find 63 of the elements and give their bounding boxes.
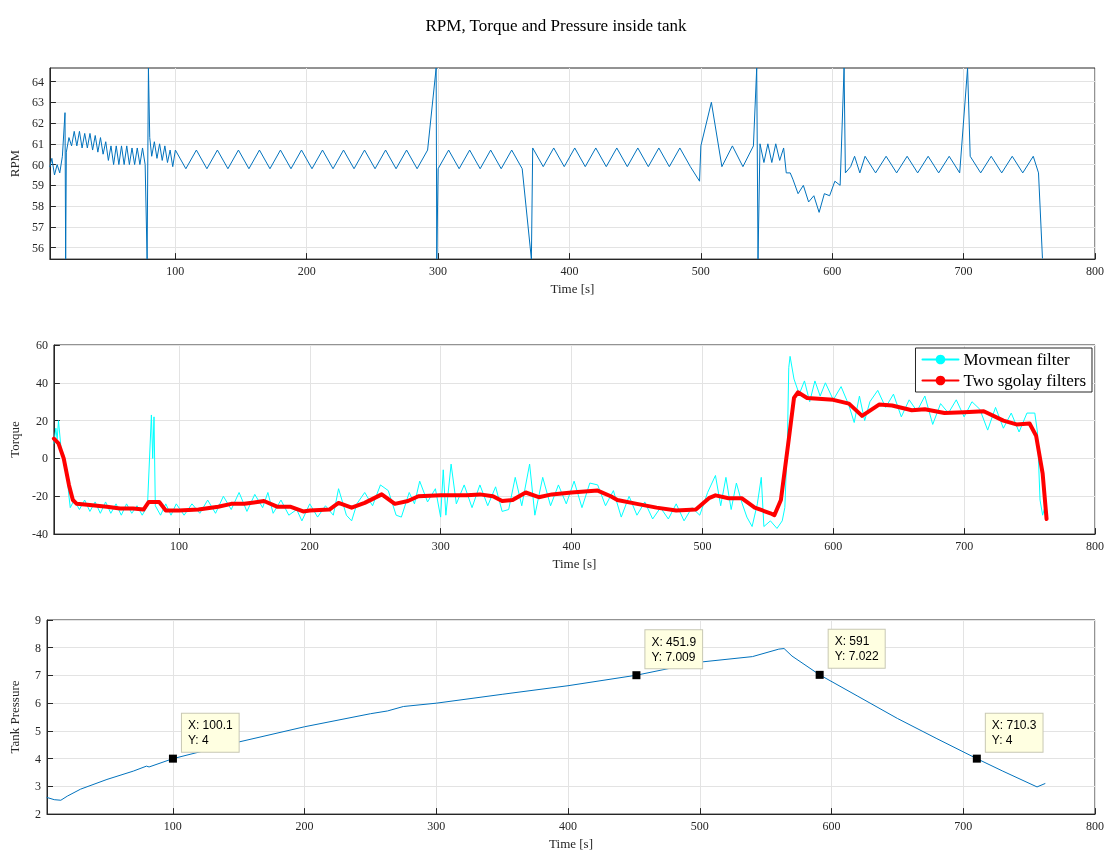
x-tick-label: 200 bbox=[297, 264, 316, 279]
x-tick-label: 800 bbox=[1086, 539, 1104, 554]
x-tick-label: 400 bbox=[559, 819, 578, 834]
x-tick-label: 800 bbox=[1086, 819, 1104, 834]
x-tick-label: 600 bbox=[823, 264, 842, 279]
y-axis-title: RPM bbox=[7, 149, 22, 178]
y-axis-title: Torque bbox=[7, 421, 22, 458]
x-tick-label: 700 bbox=[954, 819, 973, 834]
y-tick-label: 62 bbox=[31, 116, 44, 131]
y-tick-label: -20 bbox=[31, 489, 48, 504]
x-tick-label: 400 bbox=[562, 539, 581, 554]
y-tick-label: 57 bbox=[31, 219, 44, 234]
x-axis-title: Time [s] bbox=[549, 836, 593, 851]
y-tick-label: 4 bbox=[35, 751, 41, 766]
y-tick-label: 60 bbox=[31, 157, 44, 172]
y-tick-label: 59 bbox=[31, 178, 44, 193]
x-tick-label: 600 bbox=[824, 539, 843, 554]
y-tick-label: 7 bbox=[35, 668, 41, 683]
x-axis-title: Time [s] bbox=[552, 556, 597, 571]
x-axis-title: Time [s] bbox=[550, 281, 595, 296]
y-tick-label: 61 bbox=[31, 136, 44, 151]
x-tick-label: 100 bbox=[163, 819, 182, 834]
y-tick-label: 63 bbox=[31, 95, 44, 110]
y-tick-label: 20 bbox=[35, 413, 48, 428]
y-tick-label: 40 bbox=[35, 375, 48, 390]
x-tick-label: 200 bbox=[295, 819, 314, 834]
x-tick-label: 400 bbox=[560, 264, 579, 279]
x-tick-label: 700 bbox=[955, 539, 974, 554]
x-tick-label: 500 bbox=[691, 264, 710, 279]
x-tick-label: 200 bbox=[300, 539, 319, 554]
annotation: X: 710.3 Y: 4 bbox=[991, 718, 1037, 748]
x-tick-label: 500 bbox=[693, 539, 712, 554]
annotation: X: 100.1 Y: 4 bbox=[187, 718, 233, 748]
y-axis-title: Tank Pressure bbox=[7, 680, 22, 754]
y-tick-label: 3 bbox=[35, 779, 41, 794]
y-tick-label: 60 bbox=[35, 338, 48, 352]
x-tick-label: 600 bbox=[822, 819, 841, 834]
y-tick-label: 5 bbox=[35, 723, 41, 738]
x-tick-label: 100 bbox=[166, 264, 185, 279]
legend-label: Two sgolay filters bbox=[963, 371, 1086, 390]
legend-label: Movmean filter bbox=[963, 350, 1071, 369]
x-tick-label: 500 bbox=[690, 819, 709, 834]
x-tick-label: 800 bbox=[1086, 264, 1104, 279]
x-tick-label: 100 bbox=[169, 539, 188, 554]
line-series bbox=[51, 390, 1049, 521]
x-tick-label: 300 bbox=[431, 539, 450, 554]
y-tick-label: 64 bbox=[31, 74, 44, 89]
x-tick-label: 300 bbox=[427, 819, 446, 834]
y-tick-label: -40 bbox=[31, 527, 48, 542]
line-series bbox=[46, 648, 1046, 801]
chart-title: RPM, Torque and Pressure inside tank bbox=[425, 16, 688, 35]
y-tick-label: 58 bbox=[31, 199, 44, 214]
annotation: X: 451.9 Y: 7.009 bbox=[651, 634, 697, 664]
y-tick-label: 8 bbox=[35, 640, 41, 655]
y-tick-label: 9 bbox=[35, 613, 41, 627]
line-series bbox=[49, 67, 1043, 260]
x-tick-label: 700 bbox=[954, 264, 973, 279]
y-tick-label: 6 bbox=[35, 696, 41, 711]
y-tick-label: 0 bbox=[41, 451, 48, 466]
annotation: X: 591 Y: 7.022 bbox=[834, 634, 880, 664]
x-tick-label: 300 bbox=[429, 264, 448, 279]
y-tick-label: 2 bbox=[35, 807, 41, 822]
y-tick-label: 56 bbox=[31, 240, 44, 255]
